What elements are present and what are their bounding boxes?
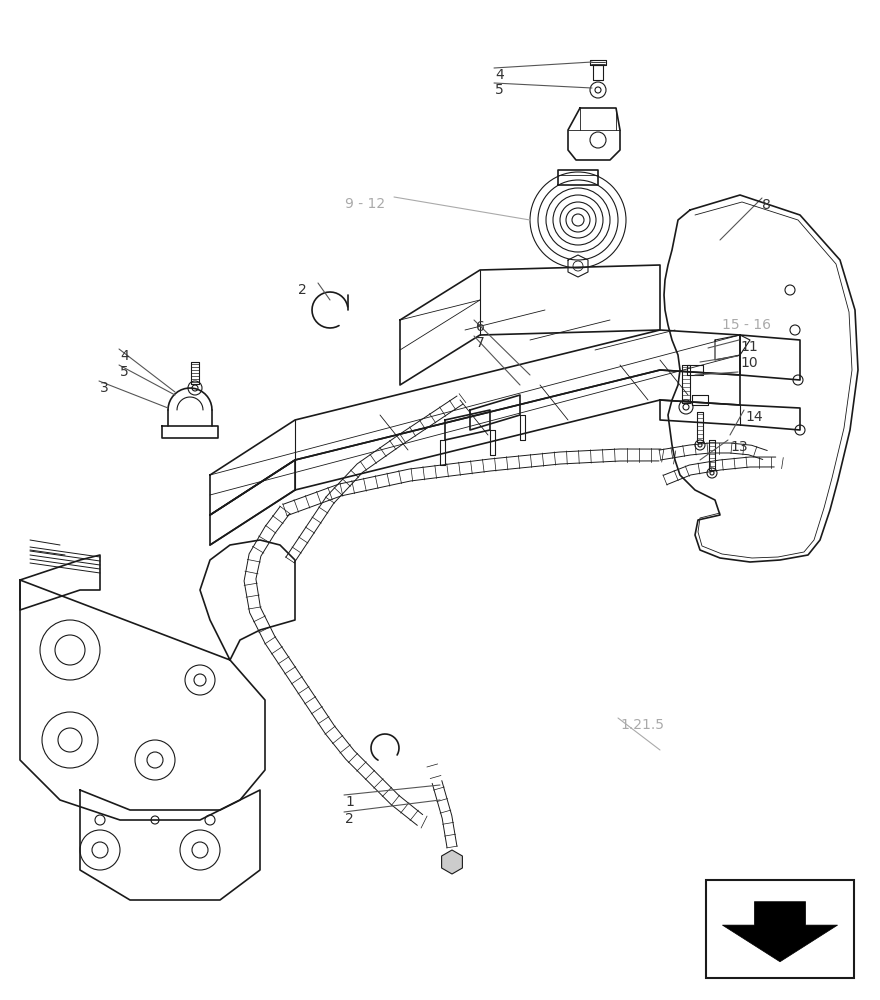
Text: 4: 4 [495, 68, 503, 82]
Text: 11: 11 [740, 340, 758, 354]
Text: 7: 7 [476, 336, 485, 350]
Text: 5: 5 [495, 83, 503, 97]
Text: 8: 8 [762, 198, 771, 212]
Text: 15 - 16: 15 - 16 [722, 318, 771, 332]
Text: 4: 4 [120, 349, 128, 363]
Text: 3: 3 [100, 381, 109, 395]
Text: 2: 2 [345, 812, 354, 826]
Text: 6: 6 [476, 320, 485, 334]
Text: 13: 13 [730, 440, 748, 454]
Bar [706, 880, 854, 978]
Polygon shape [442, 850, 462, 874]
Text: 14: 14 [745, 410, 763, 424]
Text: 5: 5 [120, 365, 128, 379]
Text: 10: 10 [740, 356, 758, 370]
Text: 1: 1 [345, 795, 354, 809]
Text: 2: 2 [298, 283, 307, 297]
Polygon shape [758, 904, 802, 949]
Text: 9 - 12: 9 - 12 [345, 197, 385, 211]
Polygon shape [722, 902, 838, 962]
Text: 1.21.5: 1.21.5 [620, 718, 664, 732]
